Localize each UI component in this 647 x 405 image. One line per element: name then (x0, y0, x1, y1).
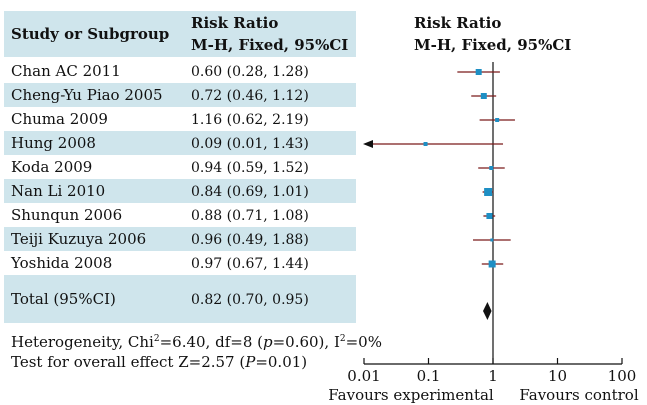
header-rr-title: Risk Ratio (191, 14, 279, 32)
study-rr: 1.16 (0.62, 2.19) (191, 112, 309, 128)
study-name: Chan AC 2011 (11, 62, 121, 80)
x-tick-label: 10 (548, 367, 567, 385)
header-band (4, 11, 356, 57)
study-point (480, 93, 487, 99)
row-band-nanli (4, 179, 356, 203)
het-p: p (262, 333, 273, 351)
study-rr: 0.72 (0.46, 1.12) (191, 88, 309, 104)
study-rr: 0.97 (0.67, 1.44) (191, 256, 309, 272)
study-point (495, 118, 500, 122)
header-study: Study or Subgroup (11, 25, 170, 43)
favours-experimental-label: Favours experimental (328, 386, 494, 404)
total-rr: 0.82 (0.70, 0.95) (191, 292, 309, 308)
het-sup: 2 (153, 334, 160, 344)
study-rr: 0.60 (0.28, 1.28) (191, 64, 309, 80)
x-tick-label: 1 (488, 367, 498, 385)
study-name: Teiji Kuzuya 2006 (11, 230, 147, 248)
study-name: Nan Li 2010 (11, 182, 106, 200)
het-sup2: 2 (339, 334, 346, 344)
study-rr: 0.88 (0.71, 1.08) (191, 208, 309, 224)
plot-header-method: M-H, Fixed, 95%CI (414, 36, 572, 54)
study-point (486, 213, 493, 219)
het-mid2: =0.60), I (272, 333, 340, 351)
pooled-diamond (483, 302, 492, 320)
row-band-total (4, 275, 356, 323)
het-pre: Heterogeneity, Chi (11, 333, 154, 351)
study-rr: 0.09 (0.01, 1.43) (191, 136, 309, 152)
x-tick-label: 100 (608, 367, 637, 385)
study-name: Koda 2009 (11, 158, 93, 176)
study-name: Shunqun 2006 (11, 206, 123, 224)
heterogeneity-text: Heterogeneity, Chi2=6.40, df=8 (p=0.60),… (11, 330, 382, 351)
total-label: Total (95%CI) (11, 290, 116, 308)
overall-effect-text: Test for overall effect Z=2.57 (P=0.01) (11, 353, 307, 371)
study-rr: 0.84 (0.69, 1.01) (191, 184, 309, 200)
het-end: =0% (345, 333, 382, 351)
arrow-left-icon (363, 140, 373, 148)
plot-header-title: Risk Ratio (414, 14, 502, 32)
overall-p: P (245, 353, 256, 371)
row-band-teiji (4, 227, 356, 251)
study-point (490, 238, 494, 242)
het-mid: =6.40, df=8 ( (159, 333, 263, 351)
row-band-cheng (4, 83, 356, 107)
favours-control-label: Favours control (519, 386, 638, 404)
study-name: Chuma 2009 (11, 110, 108, 128)
row-band-hung (4, 131, 356, 155)
study-name: Cheng-Yu Piao 2005 (11, 86, 163, 104)
study-name: Yoshida 2008 (11, 254, 113, 272)
study-point (423, 142, 428, 146)
study-point (475, 69, 482, 75)
overall-pre: Test for overall effect Z=2.57 ( (11, 353, 246, 371)
study-name: Hung 2008 (11, 134, 96, 152)
study-rr: 0.94 (0.59, 1.52) (191, 160, 309, 176)
study-rr: 0.96 (0.49, 1.88) (191, 232, 309, 248)
overall-end: =0.01) (255, 353, 308, 371)
header-rr-method: M-H, Fixed, 95%CI (191, 36, 349, 54)
study-point (484, 188, 493, 196)
study-point (488, 260, 496, 268)
study-point (489, 166, 494, 170)
x-tick-label: 0.1 (417, 367, 441, 385)
x-tick-label: 0.01 (347, 367, 380, 385)
